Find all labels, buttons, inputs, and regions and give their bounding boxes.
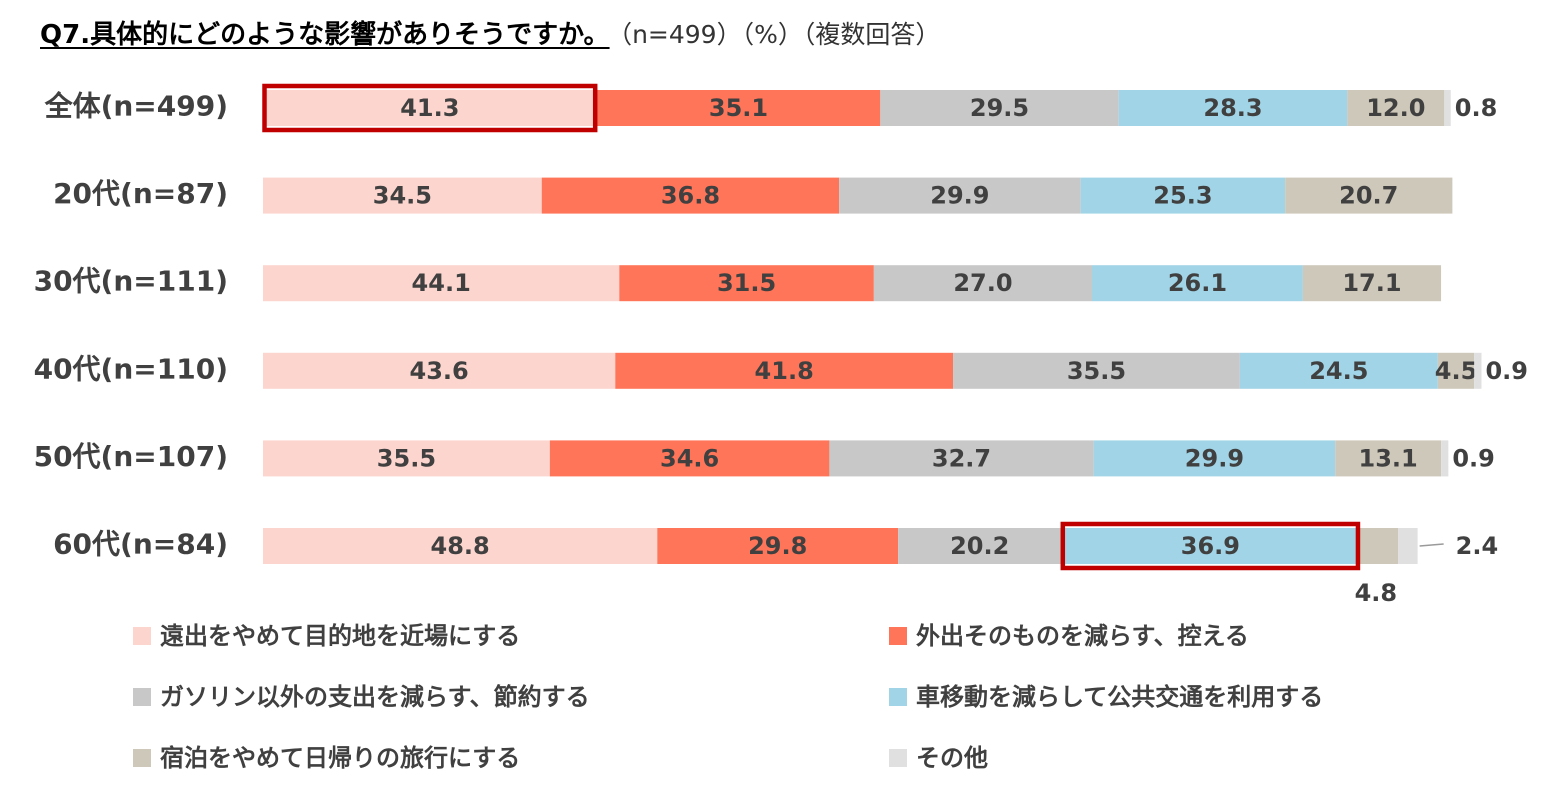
bar-segment — [1359, 528, 1399, 564]
bar-segment — [898, 528, 1062, 564]
data-label: 27.0 — [953, 269, 1012, 297]
legend-label: 宿泊をやめて日帰りの旅行にする — [160, 744, 520, 772]
legend-label: 外出そのものを減らす、控える — [916, 622, 1249, 650]
bar-segment — [1118, 90, 1348, 126]
category-label: 40代(n=110) — [34, 352, 228, 385]
bar-segment — [1285, 177, 1453, 214]
data-label: 17.1 — [1342, 269, 1401, 297]
bar-segment — [1302, 265, 1442, 302]
bar-segment — [1398, 528, 1418, 564]
bar-segment — [1080, 177, 1286, 214]
legend-label: ガソリン以外の支出を減らす、節約する — [160, 683, 590, 711]
data-label: 35.5 — [377, 444, 436, 472]
data-label: 20.7 — [1339, 182, 1398, 210]
bar-segment — [1061, 528, 1360, 564]
data-label: 41.8 — [755, 357, 814, 385]
legend-swatch — [889, 688, 907, 706]
bar-segment — [1093, 440, 1336, 477]
category-label: 30代(n=111) — [34, 265, 228, 298]
legend-swatch — [889, 627, 907, 645]
bar-segment — [829, 440, 1094, 477]
bar-segment — [1239, 352, 1438, 389]
legend-swatch — [133, 688, 151, 706]
data-label: 31.5 — [717, 269, 776, 297]
data-label: 35.5 — [1067, 357, 1126, 385]
data-label: 36.9 — [1181, 532, 1240, 560]
bar-segment — [596, 90, 881, 126]
bar-segment — [541, 177, 840, 214]
bar-segment — [873, 265, 1093, 302]
bar-segment — [1437, 352, 1475, 389]
data-label: 20.2 — [950, 532, 1009, 560]
data-label: 34.6 — [660, 444, 719, 472]
data-label: 4.8 — [1355, 579, 1398, 607]
data-label: 4.5 — [1435, 357, 1478, 385]
category-label: 50代(n=107) — [34, 440, 228, 473]
bar-segment — [619, 265, 874, 302]
data-label: 48.8 — [431, 532, 490, 560]
bar-segment — [549, 440, 830, 477]
bar-segment — [1347, 90, 1445, 126]
data-label: 44.1 — [412, 269, 471, 297]
data-label: 41.3 — [400, 94, 459, 122]
bar-segment — [953, 352, 1240, 389]
bar-segment — [657, 528, 899, 564]
bar-segment — [263, 440, 550, 477]
bar-segment — [1474, 352, 1482, 389]
data-label: 26.1 — [1168, 269, 1227, 297]
bar-segment — [263, 265, 620, 302]
legend-swatch — [889, 749, 907, 767]
data-label: 29.8 — [748, 532, 807, 560]
legend-label: 遠出をやめて目的地を近場にする — [160, 622, 520, 650]
legend-label: その他 — [916, 744, 988, 772]
highlight-box — [1060, 521, 1361, 571]
data-label: 29.9 — [930, 182, 989, 210]
legend-swatch — [133, 749, 151, 767]
chart-title-note: （n=499）（%）（複数回答） — [619, 20, 941, 49]
chart-title-row: Q7.具体的にどのような影響がありそうですか。 （n=499）（%）（複数回答） — [40, 14, 940, 51]
bar-segment — [839, 177, 1081, 214]
data-label: 25.3 — [1153, 182, 1212, 210]
data-label: 36.8 — [661, 182, 720, 210]
bar-segment — [263, 177, 542, 214]
data-label: 12.0 — [1366, 94, 1425, 122]
data-label: 2.4 — [1456, 532, 1499, 560]
data-label: 13.1 — [1359, 444, 1418, 472]
data-label: 29.5 — [970, 94, 1029, 122]
bar-segment — [880, 90, 1119, 126]
data-label: 29.9 — [1185, 444, 1244, 472]
bar-segment — [1335, 440, 1442, 477]
legend-swatch — [133, 627, 151, 645]
bar-segment — [263, 352, 616, 389]
data-label: 34.5 — [373, 182, 432, 210]
category-label: 60代(n=84) — [53, 528, 228, 561]
data-label: 43.6 — [410, 357, 469, 385]
data-label: 0.9 — [1452, 444, 1495, 472]
highlight-box — [262, 83, 598, 133]
chart-title: Q7.具体的にどのような影響がありそうですか。 — [40, 20, 610, 50]
data-label: 28.3 — [1203, 94, 1262, 122]
data-label: 24.5 — [1309, 357, 1368, 385]
bar-segment — [263, 90, 597, 126]
data-label: 0.9 — [1485, 357, 1528, 385]
data-label: 32.7 — [932, 444, 991, 472]
bar-segment — [263, 528, 658, 564]
data-label: 35.1 — [709, 94, 768, 122]
data-label: 0.8 — [1455, 94, 1498, 122]
bar-segment — [615, 352, 954, 389]
legend-label: 車移動を減らして公共交通を利用する — [916, 683, 1323, 711]
leader-line — [1419, 543, 1444, 547]
category-label: 20代(n=87) — [53, 177, 228, 210]
category-label: 全体(n=499) — [44, 90, 228, 123]
bar-segment — [1441, 440, 1449, 477]
bar-segment — [1092, 265, 1303, 302]
bar-segment — [1444, 90, 1451, 126]
